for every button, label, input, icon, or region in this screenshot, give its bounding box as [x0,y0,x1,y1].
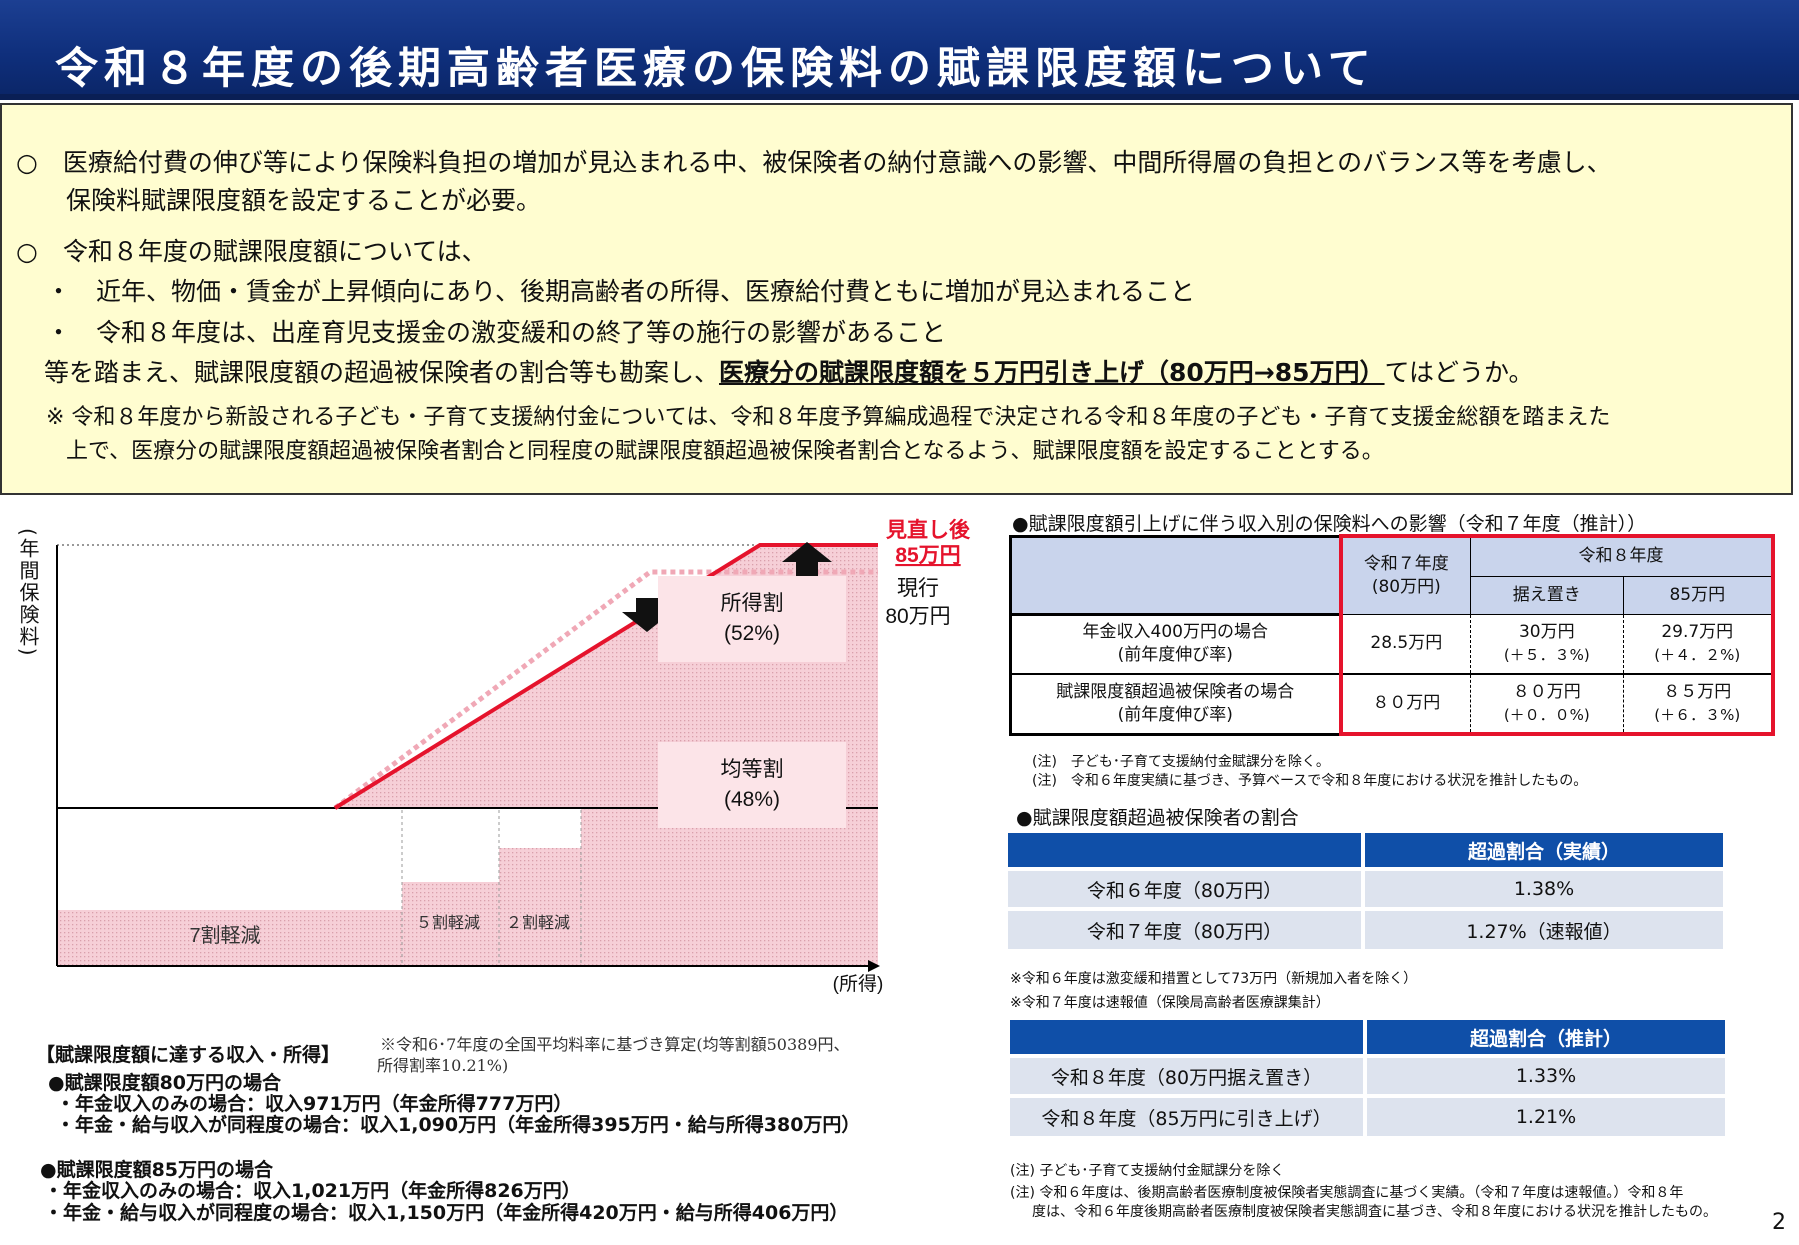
reduction-50-label: ５割軽減 [416,914,480,932]
page-number: 2 [1772,1210,1786,1235]
impact-header-r7-line1: 令和７年度 [1363,553,1449,574]
impact-row2-85-2: (＋６．３%) [1654,705,1741,724]
ratio-heading: ●賦課限度額超過被保険者の割合 [1016,807,1299,829]
equal-share-bar-70 [57,910,402,966]
ratio-note-2: (注) 令和６年度は、後期高齢者医療制度被保険者実態調査に基づく実績。（令和７年… [1010,1185,1684,1201]
ratio-estimate-header: 超過割合（推計） [1365,1020,1725,1056]
current-label-1: 現行 [897,577,939,600]
threshold-footnote-2: 所得割率10.21%) [377,1056,509,1075]
income-share-pct: (52%) [724,622,780,645]
case85-heading: ●賦課限度額85万円の場合 [40,1159,274,1181]
impact-row2-85: ８５万円 (＋６．３%) [1622,674,1775,736]
threshold-footnote-1: ※令和6･7年度の全国平均料率に基づき算定(均等割額50389円、 [380,1035,850,1054]
case85-line-1: ・年金収入のみの場合：収入1,021万円（年金所得826万円） [44,1180,581,1202]
conclusion-highlight: 医療分の賦課限度額を５万円引き上げ（80万円→85万円） [719,358,1385,387]
impact-row2-label-1: 賦課限度額超過被保険者の場合 [1056,681,1295,702]
impact-row2-label: 賦課限度額超過被保険者の場合 (前年度伸び率) [1008,674,1343,736]
impact-row1-label-2: (前年度伸び率) [1117,645,1233,666]
case80-heading: ●賦課限度額80万円の場合 [48,1072,282,1094]
arrow-up-icon [782,542,832,576]
ratio-estimate-row1-value: 1.33% [1365,1054,1725,1096]
impact-table: 令和７年度 (80万円) 令和８年度 据え置き 85万円 年金収入400万円の場… [1008,534,1776,736]
ratio-estimate-row1-label: 令和８年度（80万円据え置き） [1010,1054,1367,1096]
summary-paragraph-1-line-2: 保険料賦課限度額を設定することが必要。 [66,186,542,215]
impact-header-r7-line2: (80万円) [1371,576,1441,597]
current-label-2: 80万円 [885,605,950,628]
impact-row1-85-2: (＋４．２%) [1654,645,1741,664]
summary-conclusion: 等を踏まえ、賦課限度額の超過被保険者の割合等も勘案し、医療分の賦課限度額を５万円… [44,353,1534,389]
impact-header-blank [1008,534,1343,616]
arrow-down-icon [622,598,672,632]
income-share-label: 所得割 [721,592,784,615]
ratio-actual-row2-label: 令和７年度（80万円） [1008,907,1365,949]
impact-row2-label-2: (前年度伸び率) [1117,704,1233,725]
case80-line-1: ・年金収入のみの場合：収入971万円（年金所得777万円） [56,1093,573,1115]
summary-bullet-2: ・ 令和８年度は、出産育児支援金の激変緩和の終了等の施行の影響があること [46,318,947,347]
summary-bullet-1: ・ 近年、物価・賃金が上昇傾向にあり、後期高齢者の所得、医療給付費ともに増加が見… [46,277,1196,306]
impact-row1-label: 年金収入400万円の場合 (前年度伸び率) [1008,614,1343,675]
case85-line-2: ・年金・給与収入が同程度の場合：収入1,150万円（年金所得420万円・給与所得… [44,1202,849,1224]
equal-share-bar-50 [402,882,499,966]
impact-row2-85-1: ８５万円 [1663,681,1732,702]
summary-note-line-2: 上で、医療分の賦課限度額超過被保険者割合と同程度の賦課限度額超過被保険者割合とな… [66,439,1384,464]
conclusion-pre: 等を踏まえ、賦課限度額の超過被保険者の割合等も勘案し、 [44,358,720,387]
impact-row2-keep-2: (＋０．０%) [1503,705,1590,724]
equal-share-label: 均等割 [721,758,784,781]
title-bar [0,0,1799,100]
ratio-note-1: (注) 子ども･子育て支援納付金賦課分を除く [1010,1163,1285,1179]
impact-row1-keep-1: 30万円 [1518,621,1575,642]
impact-row1-85-1: 29.7万円 [1661,621,1734,642]
ratio-note-3: 度は、令和６年度後期高齢者医療制度被保険者実態調査に基づき、令和８年度における状… [1032,1204,1718,1220]
ratio-table-actual: 超過割合（実績） 令和６年度（80万円） 1.38% 令和７年度（80万円） 1… [1008,833,1723,949]
impact-row2-keep: ８０万円 (＋０．０%) [1470,674,1624,736]
ratio-estimate-row2-value: 1.21% [1365,1094,1725,1136]
impact-row1-85: 29.7万円 (＋４．２%) [1622,614,1775,675]
impact-table-heading: ●賦課限度額引上げに伴う収入別の保険料への影響（令和７年度（推計）） [1012,513,1647,535]
case80-line-2: ・年金・給与収入が同程度の場合：収入1,090万円（年金所得395万円・給与所得… [56,1114,861,1136]
equal-share-pct: (48%) [724,788,780,811]
ratio-estimate-header-blank [1010,1020,1367,1056]
ratio-actual-row1-label: 令和６年度（80万円） [1008,867,1365,909]
y-axis-label: (年間保険料) [16,528,40,658]
summary-box: ○ 医療給付費の伸び等により保険料負担の増加が見込まれる中、被保険者の納付意識へ… [0,103,1793,495]
ratio-actual-header-blank [1008,833,1365,869]
premium-structure-chart: 所得割 (52%) 均等割 (48%) 7割軽減 ５割軽減 ２割軽減 見直し後 … [56,518,971,995]
ratio-actual-note-1: ※令和６年度は激変緩和措置として73万円（新規加入者を除く） [1010,971,1418,987]
impact-header-r8-85: 85万円 [1622,575,1775,615]
ratio-actual-row1-value: 1.38% [1363,867,1723,909]
conclusion-post: てはどうか。 [1384,358,1534,387]
summary-paragraph-2-line-1: ○ 令和８年度の賦課限度額については、 [16,237,487,266]
impact-row1-keep-2: (＋５．３%) [1503,645,1590,664]
page-title: 令和８年度の後期高齢者医療の保険料の賦課限度額について [55,44,1377,94]
ratio-actual-note-2: ※令和７年度は速報値（保険局高齢者医療課集計） [1010,995,1330,1011]
impact-note-1: (注) 子ども･子育て支援納付金賦課分を除く。 [1032,754,1330,770]
new-limit-label-1: 見直し後 [886,518,971,542]
x-axis-label: (所得) [833,973,884,995]
impact-note-2: (注) 令和６年度実績に基づき、予算ベースで令和８年度における状況を推計したもの… [1032,773,1588,789]
threshold-heading: 【賦課限度額に達する収入・所得】 [36,1044,341,1066]
new-limit-line [333,543,878,810]
equal-share-bar-full [581,808,878,966]
impact-row1-r7: 28.5万円 [1338,614,1471,675]
reduction-20-label: ２割軽減 [506,914,570,932]
impact-row2-keep-1: ８０万円 [1512,681,1581,702]
impact-row1-keep: 30万円 (＋５．３%) [1470,614,1624,675]
new-limit-label-2: 85万円 [895,544,960,567]
impact-header-r8: 令和８年度 [1470,534,1776,577]
ratio-table-estimate: 超過割合（推計） 令和８年度（80万円据え置き） 1.33% 令和８年度（85万… [1010,1020,1725,1136]
equal-share-bar-20 [499,848,581,966]
impact-header-r7: 令和７年度 (80万円) [1338,534,1471,615]
impact-header-r8-keep: 据え置き [1470,575,1624,615]
impact-row2-r7: ８０万円 [1338,674,1471,736]
ratio-actual-row2-value: 1.27%（速報値） [1363,907,1723,949]
summary-paragraph-1-line-1: ○ 医療給付費の伸び等により保険料負担の増加が見込まれる中、被保険者の納付意識へ… [16,148,1612,177]
ratio-estimate-row2-label: 令和８年度（85万円に引き上げ） [1010,1094,1367,1136]
impact-row1-label-1: 年金収入400万円の場合 [1082,622,1268,643]
ratio-actual-header: 超過割合（実績） [1363,833,1723,869]
reduction-70-label: 7割軽減 [189,924,260,947]
summary-note-line-1: ※ 令和８年度から新設される子ども・子育て支援納付金については、令和８年度予算編… [46,405,1611,430]
